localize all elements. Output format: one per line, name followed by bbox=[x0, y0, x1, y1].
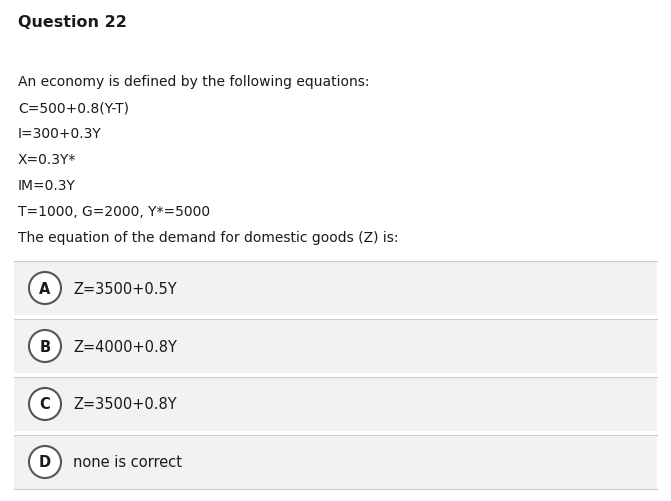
FancyBboxPatch shape bbox=[14, 377, 657, 431]
Text: Z=3500+0.5Y: Z=3500+0.5Y bbox=[73, 281, 176, 296]
Text: B: B bbox=[40, 339, 50, 354]
Text: none is correct: none is correct bbox=[73, 454, 182, 469]
Circle shape bbox=[29, 446, 61, 478]
FancyBboxPatch shape bbox=[14, 319, 657, 373]
Text: Z=3500+0.8Y: Z=3500+0.8Y bbox=[73, 397, 176, 412]
Text: A: A bbox=[40, 281, 51, 296]
Text: Question 22: Question 22 bbox=[18, 15, 127, 30]
Circle shape bbox=[29, 388, 61, 420]
Text: X=0.3Y*: X=0.3Y* bbox=[18, 153, 76, 167]
FancyBboxPatch shape bbox=[14, 262, 657, 315]
Text: An economy is defined by the following equations:: An economy is defined by the following e… bbox=[18, 75, 370, 89]
Text: D: D bbox=[39, 454, 51, 469]
Text: Z=4000+0.8Y: Z=4000+0.8Y bbox=[73, 339, 177, 354]
Text: C=500+0.8(Y-T): C=500+0.8(Y-T) bbox=[18, 101, 129, 115]
Text: IM=0.3Y: IM=0.3Y bbox=[18, 179, 76, 192]
Text: C: C bbox=[40, 397, 50, 412]
Text: I=300+0.3Y: I=300+0.3Y bbox=[18, 127, 102, 141]
Circle shape bbox=[29, 273, 61, 305]
Text: The equation of the demand for domestic goods (Z) is:: The equation of the demand for domestic … bbox=[18, 230, 399, 244]
Circle shape bbox=[29, 330, 61, 362]
FancyBboxPatch shape bbox=[14, 435, 657, 489]
Text: T=1000, G=2000, Y*=5000: T=1000, G=2000, Y*=5000 bbox=[18, 204, 210, 218]
